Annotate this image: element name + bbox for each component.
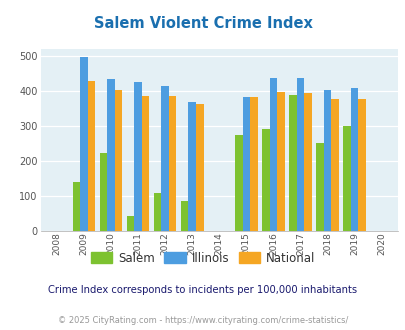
Bar	[249, 97, 257, 231]
Text: Crime Index corresponds to incidents per 100,000 inhabitants: Crime Index corresponds to incidents per…	[48, 285, 357, 295]
Bar	[188, 102, 196, 231]
Bar	[153, 193, 161, 231]
Bar	[315, 143, 323, 231]
Bar	[161, 86, 168, 231]
Bar	[277, 92, 284, 231]
Bar	[80, 57, 87, 231]
Text: © 2025 CityRating.com - https://www.cityrating.com/crime-statistics/: © 2025 CityRating.com - https://www.city…	[58, 315, 347, 325]
Bar	[288, 95, 296, 231]
Bar	[72, 182, 80, 231]
Bar	[242, 97, 249, 231]
Bar	[261, 129, 269, 231]
Bar	[350, 88, 358, 231]
Bar	[134, 82, 141, 231]
Bar	[342, 126, 350, 231]
Bar	[196, 104, 203, 231]
Bar	[115, 90, 122, 231]
Legend: Salem, Illinois, National: Salem, Illinois, National	[86, 247, 319, 269]
Bar	[358, 99, 365, 231]
Bar	[87, 81, 95, 231]
Bar	[168, 96, 176, 231]
Bar	[99, 153, 107, 231]
Bar	[234, 135, 242, 231]
Bar	[180, 201, 188, 231]
Text: Salem Violent Crime Index: Salem Violent Crime Index	[93, 16, 312, 31]
Bar	[330, 99, 338, 231]
Bar	[126, 216, 134, 231]
Bar	[296, 78, 303, 231]
Bar	[141, 96, 149, 231]
Bar	[323, 90, 330, 231]
Bar	[107, 79, 115, 231]
Bar	[269, 78, 277, 231]
Bar	[303, 93, 311, 231]
